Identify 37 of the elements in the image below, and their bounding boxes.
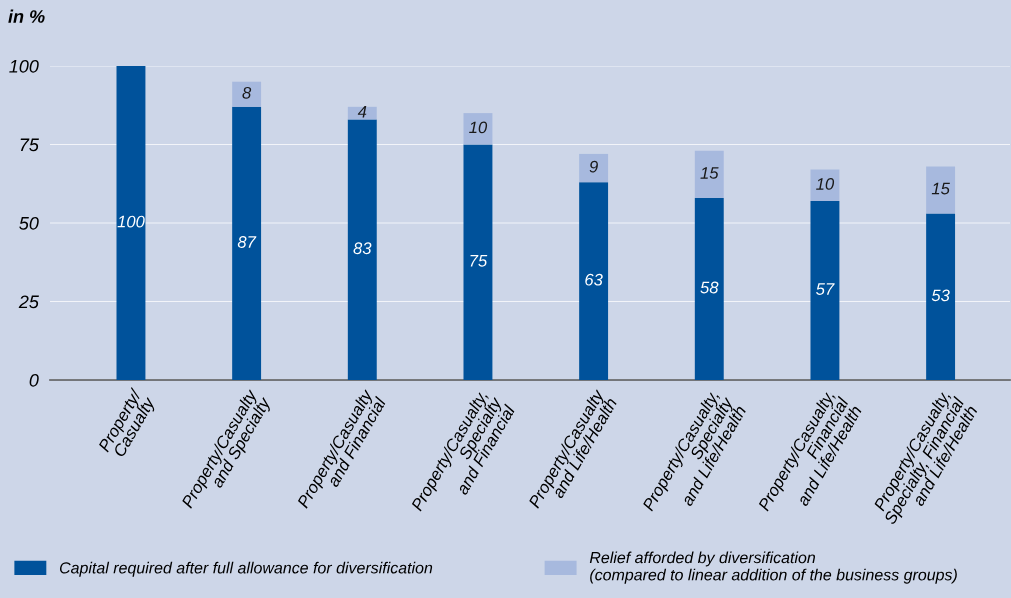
data-label: 9 — [589, 160, 598, 173]
data-label: 4 — [357, 105, 367, 118]
legend-label: Relief afforded by diversification (compared to linear addition of the business groups) — [589, 551, 957, 584]
y-tick-label: 50 — [19, 216, 39, 230]
y-tick-label: 75 — [20, 138, 39, 152]
data-label: 83 — [353, 242, 372, 255]
bar — [810, 169, 840, 202]
bar — [579, 182, 609, 380]
data-label: 10 — [816, 177, 835, 190]
data-label: 57 — [816, 283, 835, 295]
bar — [463, 144, 493, 380]
bar — [232, 81, 262, 107]
data-label: 15 — [700, 167, 719, 179]
data-label: 8 — [242, 86, 252, 99]
bar — [926, 213, 956, 380]
legend-label: Capital required after full allowance for diversification — [59, 561, 433, 577]
data-label: 87 — [237, 236, 257, 248]
bar — [810, 201, 840, 380]
data-label: 15 — [931, 182, 950, 195]
data-label: 75 — [470, 255, 488, 267]
y-tick-label: 25 — [18, 295, 39, 309]
bar — [926, 166, 956, 214]
bar — [694, 150, 724, 198]
y-tick-label: 0 — [29, 373, 39, 387]
data-label: 100 — [117, 215, 145, 228]
data-label: 58 — [700, 281, 719, 294]
bar — [116, 66, 146, 380]
bar — [579, 153, 609, 183]
y-tick-label: 100 — [9, 59, 39, 73]
bar — [347, 119, 377, 380]
data-label: 53 — [931, 289, 950, 302]
y-axis-title: in % — [8, 9, 45, 23]
data-label: 63 — [585, 273, 603, 286]
bar — [694, 197, 724, 380]
bar — [463, 113, 493, 145]
data-label: 10 — [469, 121, 488, 134]
bar — [232, 106, 262, 380]
